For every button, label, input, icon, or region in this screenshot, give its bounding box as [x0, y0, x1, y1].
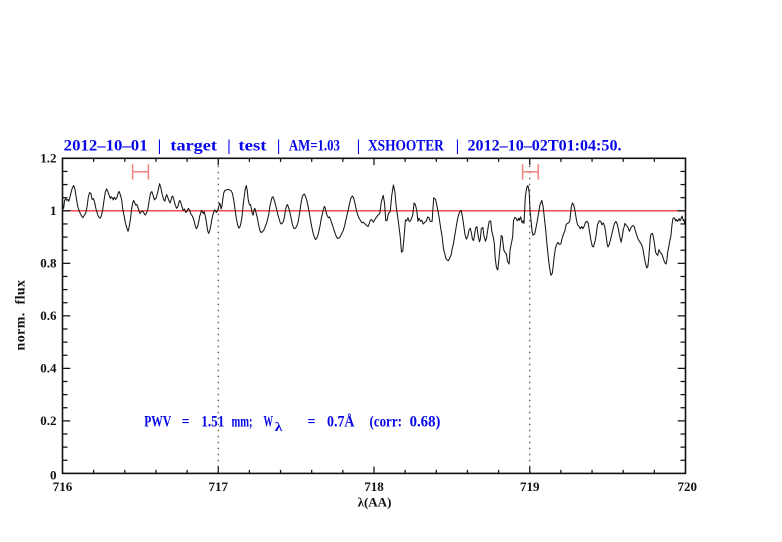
svg-text:720: 720	[678, 479, 698, 494]
svg-text:0.68): 0.68)	[410, 413, 441, 430]
svg-text:0.2: 0.2	[40, 413, 56, 428]
svg-text:|: |	[456, 138, 459, 155]
svg-text:0.4: 0.4	[40, 361, 57, 376]
svg-text:|: |	[158, 138, 161, 155]
svg-text:0.8: 0.8	[40, 256, 57, 271]
svg-text:718: 718	[364, 479, 384, 494]
svg-text:|: |	[277, 138, 280, 155]
svg-text:norm. flux: norm. flux	[14, 280, 29, 351]
svg-text:=: =	[308, 413, 316, 430]
svg-text:|: |	[357, 138, 360, 155]
svg-text:717: 717	[208, 479, 228, 494]
svg-text:λ: λ	[275, 420, 284, 434]
svg-text:2012–10–01: 2012–10–01	[64, 138, 148, 155]
svg-text:0: 0	[50, 468, 57, 483]
svg-text:1.51: 1.51	[201, 413, 224, 430]
svg-text:716: 716	[53, 479, 73, 494]
svg-text:719: 719	[520, 479, 540, 494]
svg-text:=: =	[182, 413, 190, 430]
svg-text:|: |	[227, 138, 230, 155]
svg-text:W: W	[264, 413, 274, 430]
svg-text:1: 1	[50, 203, 57, 218]
svg-text:mm;: mm;	[232, 413, 253, 430]
svg-text:0.7Å: 0.7Å	[327, 413, 355, 430]
svg-text:target: target	[170, 138, 218, 155]
svg-text:(corr:: (corr:	[370, 413, 402, 430]
svg-text:0.6: 0.6	[40, 308, 57, 323]
svg-text:AM=1.03: AM=1.03	[289, 138, 340, 155]
svg-text:XSHOOTER: XSHOOTER	[368, 138, 444, 155]
svg-text:λ(AA): λ(AA)	[358, 495, 392, 510]
svg-text:PWV: PWV	[144, 413, 172, 430]
svg-text:2012–10–02T01:04:50.: 2012–10–02T01:04:50.	[468, 138, 622, 155]
svg-text:1.2: 1.2	[40, 151, 56, 166]
svg-text:test: test	[238, 138, 267, 155]
